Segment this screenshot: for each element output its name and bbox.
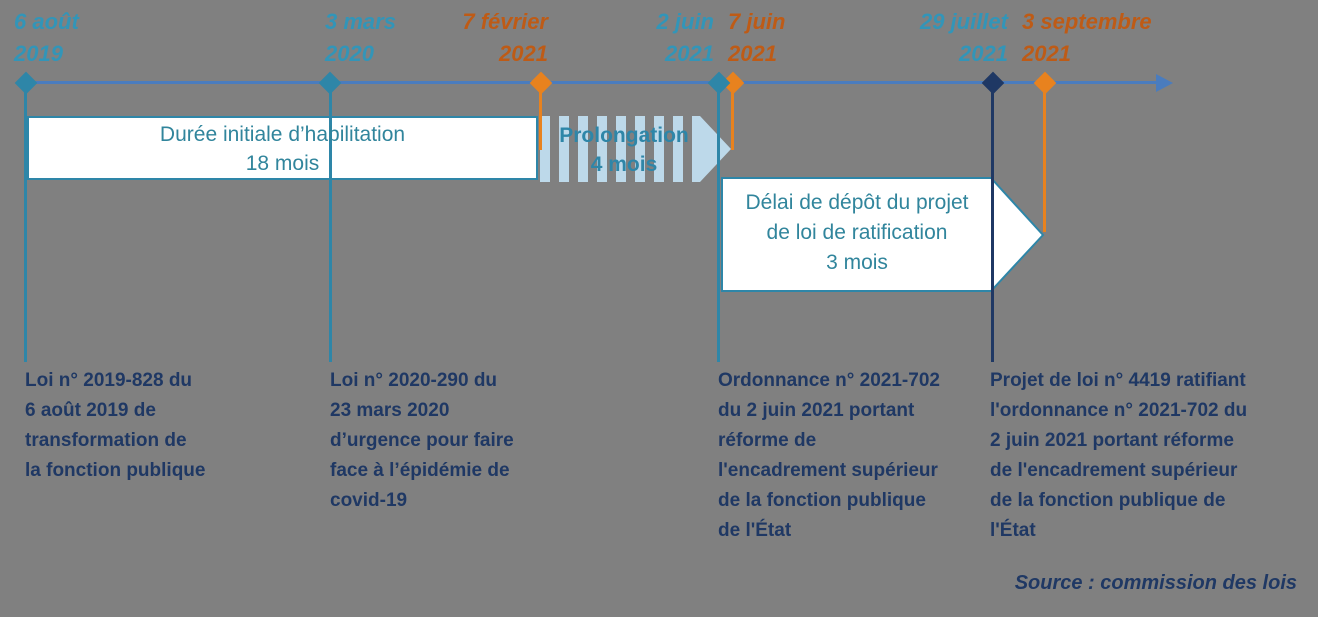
deadline-pentagon-label: Délai de dépôt du projet de loi de ratif… <box>745 191 969 274</box>
duration-box-habilitation-label: Durée initiale d’habilitation 18 mois <box>159 123 406 175</box>
connector-line-7-fevrier-2021 <box>539 92 542 150</box>
milestone-diamond-2-juin-2021 <box>707 71 731 95</box>
connector-line-3-mars-2020 <box>329 83 332 362</box>
date-label-3-septembre-2021: 3 septembre 2021 <box>1022 9 1152 66</box>
source-credit: Source : commission des lois <box>1014 572 1297 594</box>
duration-box-habilitation <box>27 116 538 180</box>
note-loi-2020-290: Loi n° 2020-290 du 23 mars 2020 d’urgenc… <box>330 370 514 511</box>
connector-line-29-juillet-2021 <box>991 83 994 362</box>
note-ordonnance-2021-702: Ordonnance n° 2021-702 du 2 juin 2021 po… <box>718 370 940 541</box>
date-label-7-fevrier-2021: 7 février 2021 <box>462 9 548 66</box>
date-label-2-juin-2021: 2 juin 2021 <box>656 9 714 66</box>
timeline-axis-arrowhead-icon <box>1156 74 1173 92</box>
date-label-6-aout-2019: 6 août 2019 <box>14 9 79 66</box>
note-loi-2019-828: Loi n° 2019-828 du 6 août 2019 de transf… <box>25 370 206 481</box>
timeline-axis-line <box>24 81 1158 84</box>
connector-line-2-juin-2021 <box>717 83 720 362</box>
milestone-diamond-7-fevrier-2021 <box>529 71 553 95</box>
prolongation-striped-bar <box>540 116 700 182</box>
note-projet-loi-4419: Projet de loi n° 4419 ratifiant l'ordonn… <box>990 370 1248 541</box>
connector-line-7-juin-2021 <box>731 92 734 150</box>
prolongation-label: Prolongation 4 mois <box>559 124 689 176</box>
milestone-diamond-3-septembre-2021 <box>1033 71 1057 95</box>
deadline-pentagon-box <box>721 177 1045 292</box>
milestone-diamond-3-mars-2020 <box>318 71 342 95</box>
milestone-diamond-6-aout-2019 <box>14 71 38 95</box>
prolongation-arrowhead-icon <box>700 116 731 182</box>
connector-line-6-aout-2019 <box>24 83 27 362</box>
date-label-7-juin-2021: 7 juin 2021 <box>728 9 786 66</box>
connector-line-3-septembre-2021 <box>1043 92 1046 232</box>
date-label-3-mars-2020: 3 mars 2020 <box>325 9 396 66</box>
milestone-diamond-29-juillet-2021 <box>981 71 1005 95</box>
date-label-29-juillet-2021: 29 juillet 2021 <box>919 9 1008 66</box>
